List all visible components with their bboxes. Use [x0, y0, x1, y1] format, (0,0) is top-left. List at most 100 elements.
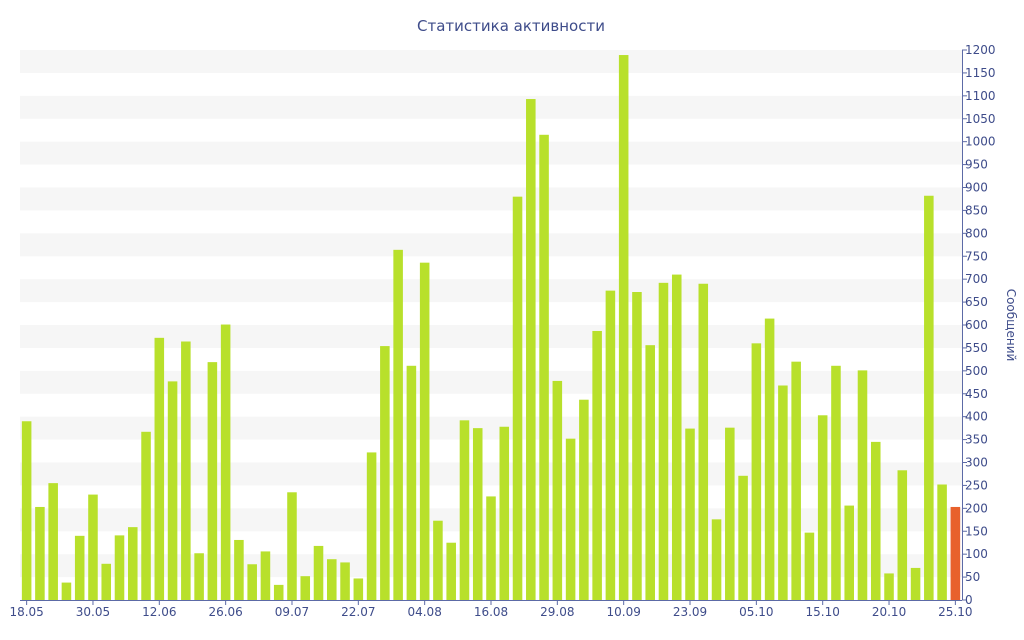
grid-band	[20, 187, 962, 211]
bar[interactable]	[605, 290, 616, 601]
bar[interactable]	[738, 475, 748, 600]
bar[interactable]	[725, 427, 735, 600]
bar[interactable]	[950, 506, 961, 600]
y-tick-label: 400	[965, 410, 988, 424]
y-tick-label: 200	[965, 501, 988, 515]
bar[interactable]	[592, 330, 602, 600]
y-tick-label: 850	[965, 203, 988, 217]
bar[interactable]	[645, 345, 655, 600]
x-tick-label: 18.05	[9, 605, 43, 619]
bar[interactable]	[393, 249, 403, 600]
bar[interactable]	[234, 539, 244, 600]
x-tick-label: 15.10	[806, 605, 840, 619]
x-tick-label: 05.10	[739, 605, 773, 619]
bar[interactable]	[751, 343, 762, 600]
bar[interactable]	[353, 578, 364, 600]
x-tick-label: 26.06	[208, 605, 242, 619]
bar[interactable]	[194, 553, 204, 600]
y-axis-title: Сообщений	[1004, 289, 1018, 362]
bar[interactable]	[671, 274, 682, 600]
bar[interactable]	[287, 492, 297, 600]
bar[interactable]	[831, 365, 841, 600]
y-tick-label: 900	[965, 181, 988, 195]
bar[interactable]	[565, 438, 576, 600]
bar[interactable]	[844, 505, 854, 600]
bar[interactable]	[924, 195, 934, 600]
grid-band	[20, 325, 962, 348]
grid-bands	[20, 50, 962, 578]
bar[interactable]	[419, 262, 430, 600]
bar[interactable]	[459, 420, 470, 600]
chart-title: Статистика активности	[417, 17, 605, 35]
axes: 0 50 100 150 200 250 300 350 400 450 500 550 600 650 7…	[9, 43, 995, 619]
bar[interactable]	[247, 564, 257, 600]
bar[interactable]	[88, 494, 98, 600]
bar[interactable]	[685, 428, 695, 600]
x-tick-label: 20.10	[872, 605, 906, 619]
bar[interactable]	[154, 337, 165, 600]
bar[interactable]	[817, 415, 828, 600]
bar[interactable]	[207, 362, 218, 601]
bar[interactable]	[472, 428, 483, 601]
bar[interactable]	[128, 527, 138, 601]
bar[interactable]	[579, 399, 589, 600]
bar[interactable]	[101, 563, 112, 600]
x-tick-label: 22.07	[341, 605, 375, 619]
bar[interactable]	[273, 584, 284, 601]
grid-band	[20, 50, 962, 73]
bar[interactable]	[167, 381, 178, 601]
bar[interactable]	[711, 519, 722, 600]
y-tick-label: 1150	[965, 66, 996, 80]
y-tick-label: 950	[965, 158, 988, 172]
bar[interactable]	[340, 562, 350, 600]
x-tick-label: 10.09	[606, 605, 640, 619]
bar[interactable]	[327, 559, 337, 600]
bar[interactable]	[181, 341, 191, 601]
x-tick-label: 09.07	[275, 605, 309, 619]
grid-band	[20, 279, 962, 303]
y-tick-label: 100	[965, 547, 988, 561]
bar[interactable]	[512, 196, 523, 601]
y-tick-label: 550	[965, 341, 988, 355]
bar[interactable]	[857, 370, 868, 601]
bar[interactable]	[764, 318, 775, 600]
bar[interactable]	[48, 483, 58, 601]
bar[interactable]	[526, 99, 536, 600]
bar[interactable]	[220, 324, 231, 600]
bar[interactable]	[21, 421, 32, 600]
bar[interactable]	[61, 582, 72, 600]
bar[interactable]	[552, 380, 563, 600]
bar[interactable]	[486, 496, 496, 600]
bar[interactable]	[698, 283, 709, 600]
bar[interactable]	[937, 484, 947, 601]
bar[interactable]	[313, 545, 324, 600]
bar[interactable]	[300, 576, 311, 600]
bar[interactable]	[406, 365, 417, 600]
bar[interactable]	[658, 282, 669, 600]
bar[interactable]	[35, 506, 45, 600]
bar[interactable]	[446, 542, 456, 600]
bar[interactable]	[791, 361, 801, 600]
bar[interactable]	[897, 470, 908, 600]
bar[interactable]	[618, 55, 629, 601]
x-tick-label: 04.08	[407, 605, 441, 619]
bar[interactable]	[499, 426, 510, 600]
bar[interactable]	[870, 441, 881, 601]
y-tick-label: 1200	[965, 43, 996, 57]
bar[interactable]	[74, 535, 85, 600]
y-tick-label: 750	[965, 249, 988, 263]
bar[interactable]	[884, 573, 894, 600]
bar[interactable]	[380, 346, 390, 600]
y-tick-label: 1000	[965, 135, 996, 149]
bar[interactable]	[632, 292, 642, 600]
bar[interactable]	[114, 535, 125, 601]
bar[interactable]	[539, 134, 549, 601]
bar[interactable]	[910, 567, 921, 600]
bar[interactable]	[778, 385, 788, 601]
bar[interactable]	[260, 551, 271, 600]
bar[interactable]	[433, 520, 443, 600]
x-tick-label: 25.10	[938, 605, 972, 619]
bar[interactable]	[366, 452, 377, 600]
bar[interactable]	[804, 532, 815, 601]
bar[interactable]	[141, 431, 151, 600]
